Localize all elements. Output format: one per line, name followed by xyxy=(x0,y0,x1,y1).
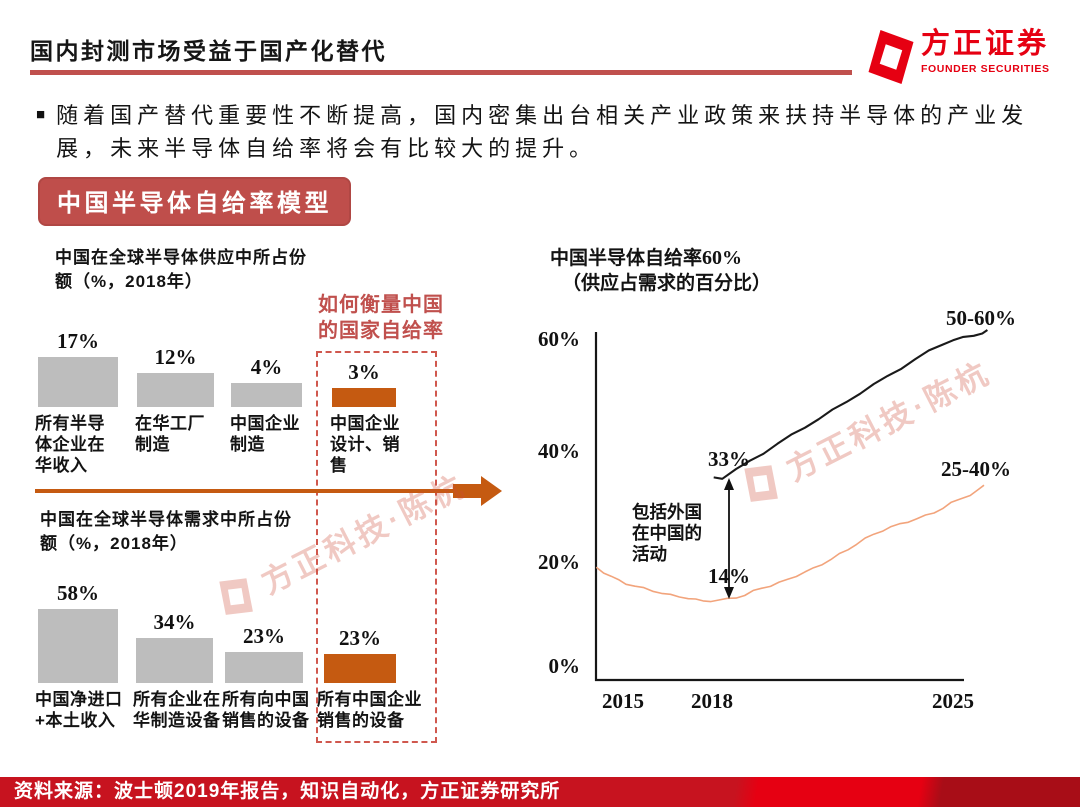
bar-stack: 3% xyxy=(330,329,440,407)
bullet-text: 随着国产替代重要性不断提高，国内密集出台相关产业政策来扶持半导体的产业发展，未来… xyxy=(56,103,1029,161)
bar-stack: 4% xyxy=(230,329,330,407)
bar-category-label: 中国净进口+本土收入 xyxy=(35,690,123,730)
demand-chart-title: 中国在全球半导体需求中所占份额（%，2018年） xyxy=(40,510,292,553)
bar-column: 23% 所有中国企业销售的设备 xyxy=(317,581,440,731)
bar-value-label: 23% xyxy=(339,626,381,650)
lower-series-range-label: 25-40% xyxy=(941,457,1011,481)
line-series xyxy=(713,329,988,480)
model-badge: 中国半导体自给率模型 xyxy=(38,177,351,226)
bar-value-label: 17% xyxy=(57,329,99,353)
highlight-dashed-box xyxy=(316,351,437,743)
y-tick-40: 40% xyxy=(538,439,580,463)
logo-name-cn: 方正证券 xyxy=(921,28,1050,60)
bar xyxy=(38,609,118,683)
gap-note: 包括外国在中国的活动 xyxy=(632,502,702,564)
divider-line xyxy=(35,489,453,493)
bar-value-label: 4% xyxy=(250,355,283,379)
founder-securities-logo: 方正证券 FOUNDER SECURITIES xyxy=(868,30,1050,84)
bar xyxy=(137,373,214,407)
bar-category-label: 中国企业制造 xyxy=(230,414,300,454)
bar-column: 17% 所有半导体企业在华收入 xyxy=(35,329,135,476)
bar-column: 12% 在华工厂制造 xyxy=(135,329,230,455)
bar xyxy=(38,357,118,407)
bar-value-label: 23% xyxy=(243,624,285,648)
bar-category-label: 所有向中国销售的设备 xyxy=(222,690,310,730)
supply-bar-chart: 17% 所有半导体企业在华收入 12% 在华工厂制造 4% 中国企业制造 3% 中国企业设计、… xyxy=(35,329,440,476)
y-tick-20: 20% xyxy=(538,550,580,574)
bar-value-label: 3% xyxy=(348,360,380,384)
bar-stack: 23% xyxy=(222,581,317,683)
bar-column: 58% 中国净进口+本土收入 xyxy=(35,581,133,731)
bar-stack: 12% xyxy=(135,329,230,407)
right-arrow-head-icon xyxy=(481,476,502,506)
bar-stack: 17% xyxy=(35,329,135,407)
bar-value-label: 34% xyxy=(153,610,196,634)
x-tick-2018: 2018 xyxy=(691,689,733,713)
line-series xyxy=(595,484,985,603)
bar-column: 23% 所有向中国销售的设备 xyxy=(222,581,317,731)
bar-category-label: 在华工厂制造 xyxy=(135,414,205,454)
source-bar: 资料来源：波士顿2019年报告，知识自动化，方正证券研究所 xyxy=(0,777,1080,807)
right-arrow-icon xyxy=(453,484,481,498)
gap-top-label: 33% xyxy=(708,447,750,471)
line-chart-title-value: 60% xyxy=(702,247,743,269)
highlight-note: 如何衡量中国的国家自给率 xyxy=(318,294,444,342)
bar-category-label: 所有企业在华制造设备 xyxy=(133,690,221,730)
bar xyxy=(324,654,396,683)
gap-double-arrow xyxy=(724,478,734,599)
bar xyxy=(231,383,302,407)
line-chart-plot xyxy=(594,329,988,682)
bar-category-label: 中国企业设计、销售 xyxy=(330,414,400,475)
logo-name-en: FOUNDER SECURITIES xyxy=(921,63,1050,75)
bar-value-label: 12% xyxy=(154,345,197,369)
bar-category-label: 所有半导体企业在华收入 xyxy=(35,414,105,475)
bar-column: 34% 所有企业在华制造设备 xyxy=(133,581,222,731)
bar-value-label: 58% xyxy=(57,581,99,605)
y-tick-60: 60% xyxy=(538,327,580,351)
bar xyxy=(136,638,213,683)
x-tick-2025: 2025 xyxy=(932,689,974,713)
bar xyxy=(225,652,303,683)
bar xyxy=(332,388,396,407)
bar-stack: 58% xyxy=(35,581,133,683)
bar-stack: 23% xyxy=(317,581,440,683)
line-chart-subtitle: （供应占需求的百分比） xyxy=(562,273,772,294)
bar-column: 3% 中国企业设计、销售 xyxy=(330,329,440,476)
line-chart-title: 中国半导体自给率60% （供应占需求的百分比） xyxy=(550,246,771,296)
demand-bar-chart: 58% 中国净进口+本土收入 34% 所有企业在华制造设备 23% 所有向中国销售的设备 2… xyxy=(35,581,440,731)
line-chart-title-main: 中国半导体自给率 xyxy=(550,248,703,269)
bullet-row: ■ 随着国产替代重要性不断提高，国内密集出台相关产业政策来扶持半导体的产业发展，… xyxy=(36,99,1048,165)
y-tick-0: 0% xyxy=(548,654,581,678)
page-title: 国内封测市场受益于国产化替代 xyxy=(30,38,387,64)
bar-stack: 34% xyxy=(133,581,222,683)
bar-column: 4% 中国企业制造 xyxy=(230,329,330,455)
upper-series-range-label: 50-60% xyxy=(946,306,1016,330)
supply-chart-title: 中国在全球半导体供应中所占份额（%，2018年） xyxy=(55,248,307,291)
gap-bottom-label: 14% xyxy=(708,564,750,588)
x-tick-2015: 2015 xyxy=(602,689,644,713)
bullet-square-icon: ■ xyxy=(36,106,46,123)
bar-category-label: 所有中国企业销售的设备 xyxy=(317,690,422,730)
title-underline xyxy=(30,70,852,75)
founder-logo-icon xyxy=(868,30,914,84)
